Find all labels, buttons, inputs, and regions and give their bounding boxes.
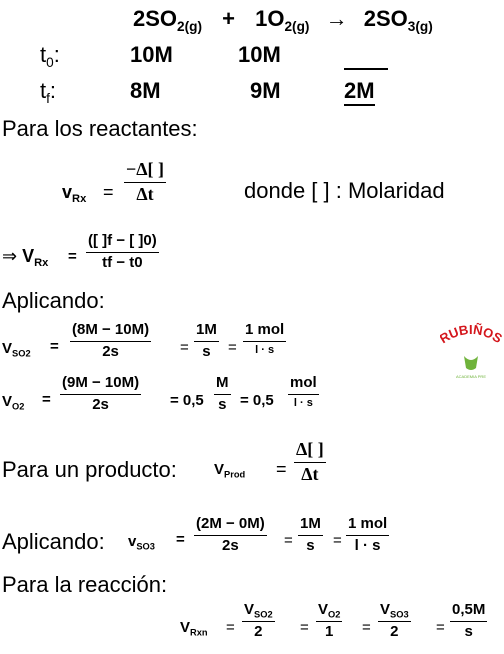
vo2-fraction-1: (9M − 10M) 2s — [60, 374, 142, 413]
applying-heading: Aplicando: — [2, 288, 105, 313]
reactant-o2: 1O2(g) — [255, 6, 310, 34]
vrx-fraction: −Δ[ ] Δt — [124, 159, 167, 205]
vprod-equals: = — [276, 459, 287, 479]
vrxn-equals-4: = — [436, 619, 445, 636]
vso3-equals-2: = — [284, 532, 293, 549]
vso2-equals-3: = — [228, 339, 237, 356]
vrxn-fraction-so3: VSO3 2 — [378, 601, 411, 640]
applying-so3-heading: Aplicando: — [2, 529, 105, 554]
vrxn-fraction-so2: VSO2 2 — [242, 601, 275, 640]
implies-equals: = — [68, 248, 77, 265]
reactants-heading: Para los reactantes: — [2, 116, 198, 141]
vso2-fraction-2: 1M s — [194, 321, 219, 360]
vso2-fraction-3: 1 mol l · s — [243, 321, 287, 356]
logo-tagline: ACADEMIA PRE — [456, 374, 486, 379]
vo2-fraction-3: mol l · s — [288, 374, 319, 409]
vo2-fraction-2: M s — [214, 374, 231, 413]
logo-emblem — [464, 356, 478, 370]
vrx-equals: = — [103, 182, 114, 202]
vso2-fraction-1: (8M − 10M) 2s — [70, 321, 152, 360]
reactant-so2: 2SO2(g) — [133, 6, 203, 34]
vso2-equals: = — [50, 338, 59, 355]
implies-denominator: tf − t0 — [102, 253, 143, 271]
tf-o2-value: 9M — [250, 78, 281, 103]
reaction-equation: 2SO2(g) + 1O2(g) → 2SO3(g) — [133, 6, 433, 34]
t0-label: t0: — [40, 42, 60, 70]
vo2-equals: = — [42, 391, 51, 408]
vrxn-equals-3: = — [362, 619, 371, 636]
vso2-equals-2: = — [180, 339, 189, 356]
t0-o2-value: 10M — [238, 42, 281, 67]
vrxn-fraction-result: 0,5M s — [450, 601, 488, 640]
vrxn-fraction-o2: VO2 1 — [316, 601, 343, 640]
implies-fraction: ([ ]f − [ ]0) tf − t0 — [86, 232, 159, 271]
vso3-symbol: vSO3 — [128, 533, 155, 552]
vso3-equals-3: = — [333, 532, 342, 549]
reaction-arrow: → — [325, 6, 348, 31]
vso3-fraction-3: 1 mol l · s — [346, 515, 390, 554]
implies-numerator: ([ ]f − [ ]0) — [88, 232, 157, 249]
vso3-equals: = — [176, 531, 185, 548]
t0-so3-value — [344, 44, 388, 70]
product-so3: 2SO3(g) — [363, 6, 433, 34]
vo2-symbol: VO2 — [2, 393, 25, 412]
vrxn-equals-1: = — [226, 619, 235, 636]
vrxn-equals-2: = — [300, 619, 309, 636]
fraction-bar — [86, 251, 159, 253]
fraction-bar — [124, 181, 167, 183]
tf-label: tf: — [40, 78, 57, 106]
plus-sign: + — [222, 6, 235, 31]
where-molarity-note: donde [ ] : Molaridad — [244, 178, 445, 203]
t0-so2-value: 10M — [130, 42, 173, 67]
reaction-heading: Para la reacción: — [2, 572, 168, 597]
vso3-fraction-1: (2M − 0M) 2s — [194, 515, 267, 554]
vrx-denominator: Δt — [136, 183, 154, 204]
logo-text: RUBIÑOS — [440, 322, 502, 346]
rubinos-logo: RUBIÑOS ACADEMIA PRE — [440, 322, 502, 379]
implies-vrx: ⇒ VRx — [2, 246, 49, 269]
vso3-fraction-2: 1M s — [298, 515, 323, 554]
vprod-symbol: VProd — [214, 461, 246, 480]
tf-so2-value: 8M — [130, 78, 161, 103]
tf-so3-value: 2M — [344, 80, 375, 106]
vso2-symbol: VSO2 — [2, 340, 31, 359]
vo2-equals-3: = 0,5 — [240, 392, 274, 409]
vrxn-symbol: VRxn — [180, 619, 208, 638]
product-heading: Para un producto: — [2, 457, 177, 482]
vo2-equals-2: = 0,5 — [170, 392, 204, 409]
vrx-numerator: −Δ[ ] — [126, 159, 165, 179]
vrx-symbol: vRx — [62, 182, 87, 205]
vprod-fraction: Δ[ ] Δt — [294, 439, 326, 484]
